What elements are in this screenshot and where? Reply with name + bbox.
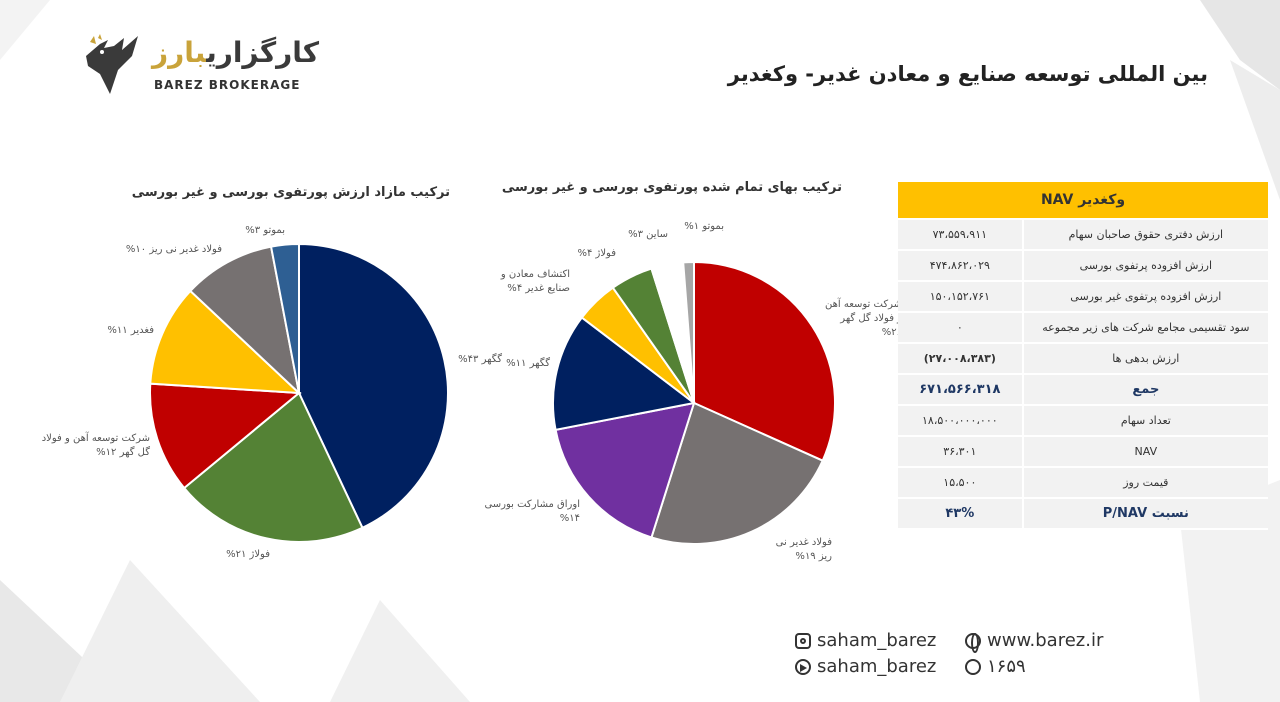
nav-row-label: ارزش افزوده پرتفوی غیر بورسی bbox=[1021, 281, 1268, 313]
brand-logo: کارگزاریبارز BAREZ BROKERAGE bbox=[78, 34, 320, 104]
nav-row-value: (۲۷،۰۰۸،۳۸۳) bbox=[898, 343, 1023, 375]
nav-row-label: نسبت P/NAV bbox=[1021, 498, 1268, 530]
nav-row: ارزش بدهی ها (۲۷،۰۰۸،۳۸۳) bbox=[898, 343, 1268, 375]
pie2-label-ghadir-neyriz: فولاد غدیر نی ریز ۱۹% bbox=[775, 537, 832, 562]
instagram-icon bbox=[795, 632, 811, 649]
phone-icon bbox=[965, 658, 981, 675]
instagram-handle: saham_barez bbox=[817, 630, 937, 651]
pie1-label-faghdir: فغدیر ۱۱% bbox=[107, 325, 154, 336]
pie2-label-bamoto: بموتو ۱% bbox=[684, 221, 724, 232]
nav-row-value: ۱۸،۵۰۰،۰۰۰،۰۰۰ bbox=[898, 405, 1023, 437]
nav-row-label: ارزش افزوده پرتفوی بورسی bbox=[1021, 250, 1268, 282]
pie1-label-bamoto: بموتو ۳% bbox=[245, 225, 285, 236]
phone-number: ۱۶۵۹ bbox=[987, 656, 1026, 677]
pie2-label-ekteshaf: اکتشاف معادن و صنایع غدیر ۴% bbox=[500, 269, 570, 294]
nav-row-value: ۰ bbox=[898, 312, 1023, 344]
pie2-label-oragh: اوراق مشارکت بورسی ۱۴% bbox=[484, 499, 580, 524]
nav-row: ارزش دفتری حقوق صاحبان سهام ۷۳،۵۵۹،۹۱۱ bbox=[898, 219, 1268, 251]
nav-row-value: ۳۶،۳۰۱ bbox=[898, 436, 1023, 468]
nav-row-label: ارزش دفتری حقوق صاحبان سهام bbox=[1021, 219, 1268, 251]
nav-row-label: تعداد سهام bbox=[1021, 405, 1268, 437]
logo-english: BAREZ BROKERAGE bbox=[154, 78, 301, 92]
nav-row: تعداد سهام ۱۸،۵۰۰،۰۰۰،۰۰۰ bbox=[898, 405, 1268, 437]
pie1-label-gegohar: گگهر ۴۳% bbox=[458, 354, 502, 365]
pie2-label-gegohar: گگهر ۱۱% bbox=[506, 358, 550, 369]
nav-row-label: ارزش بدهی ها bbox=[1021, 343, 1268, 375]
pie1-label-ghadir-neyriz: فولاد غدیر نی ریز ۱۰% bbox=[125, 244, 222, 255]
page-title: بین المللی توسعه صنایع و معادن غدیر- وکغ… bbox=[727, 62, 1208, 86]
nav-row-value: ۴۷۴،۸۶۲،۰۲۹ bbox=[898, 250, 1023, 282]
chart-1-title: ترکیب مازاد ارزش پورتفوی بورسی و غیر بور… bbox=[131, 185, 450, 200]
logo-persian: کارگزاریبارز bbox=[152, 36, 320, 69]
pie1-label-foulaj: فولاژ ۲۱% bbox=[226, 549, 270, 560]
footer-website[interactable]: www.barez.ir bbox=[965, 630, 1104, 653]
chart-2-title: ترکیب بهای تمام شده پورتفوی بورسی و غیر … bbox=[501, 180, 842, 195]
footer-telegram[interactable]: saham_barez bbox=[795, 656, 936, 677]
nav-row-label: سود تقسیمی مجامع شرکت های زیر مجموعه bbox=[1021, 312, 1268, 344]
website-url: www.barez.ir bbox=[987, 630, 1104, 651]
nav-row-label: جمع bbox=[1021, 374, 1268, 406]
nav-row: NAV ۳۶،۳۰۱ bbox=[898, 436, 1268, 468]
nav-row-label: NAV bbox=[1021, 436, 1268, 468]
nav-row-value: ۶۷۱،۵۶۶،۳۱۸ bbox=[898, 374, 1023, 406]
nav-row: سود تقسیمی مجامع شرکت های زیر مجموعه ۰ bbox=[898, 312, 1268, 344]
nav-table: وکغدیر NAV ارزش دفتری حقوق صاحبان سهام ۷۳… bbox=[898, 182, 1268, 530]
nav-row-label: قیمت روز bbox=[1021, 467, 1268, 499]
pie1-label-golgohar-dev: شرکت توسعه آهن و فولاد گل گهر ۱۲% bbox=[41, 433, 150, 458]
nav-row: جمع ۶۷۱،۵۶۶،۳۱۸ bbox=[898, 374, 1268, 406]
pie2-label-golgohar-dev: شرکت توسعه آهن و فولاد گل گهر ۲۶% bbox=[824, 299, 902, 338]
telegram-icon bbox=[795, 658, 811, 675]
nav-row: قیمت روز ۱۵،۵۰۰ bbox=[898, 467, 1268, 499]
nav-row-value: ۴۳% bbox=[898, 498, 1023, 530]
nav-row-value: ۱۵۰،۱۵۲،۷۶۱ bbox=[898, 281, 1023, 313]
nav-row-value: ۷۳،۵۵۹،۹۱۱ bbox=[898, 219, 1023, 251]
footer-phone[interactable]: ۱۶۵۹ bbox=[965, 656, 1026, 677]
pie2-label-foulaj: فولاژ ۴% bbox=[577, 248, 616, 259]
nav-row: ارزش افزوده پرتفوی غیر بورسی ۱۵۰،۱۵۲،۷۶۱ bbox=[898, 281, 1268, 313]
nav-row: نسبت P/NAV ۴۳% bbox=[898, 498, 1268, 530]
footer-instagram[interactable]: saham_barez bbox=[795, 630, 936, 651]
telegram-handle: saham_barez bbox=[817, 656, 937, 677]
nav-table-title: وکغدیر NAV bbox=[898, 182, 1268, 220]
nav-row-value: ۱۵،۵۰۰ bbox=[898, 467, 1023, 499]
nav-row: ارزش افزوده پرتفوی بورسی ۴۷۴،۸۶۲،۰۲۹ bbox=[898, 250, 1268, 282]
globe-icon bbox=[965, 632, 981, 653]
pie2-label-sayan: ساین ۳% bbox=[628, 229, 668, 240]
eagle-icon bbox=[86, 34, 138, 94]
